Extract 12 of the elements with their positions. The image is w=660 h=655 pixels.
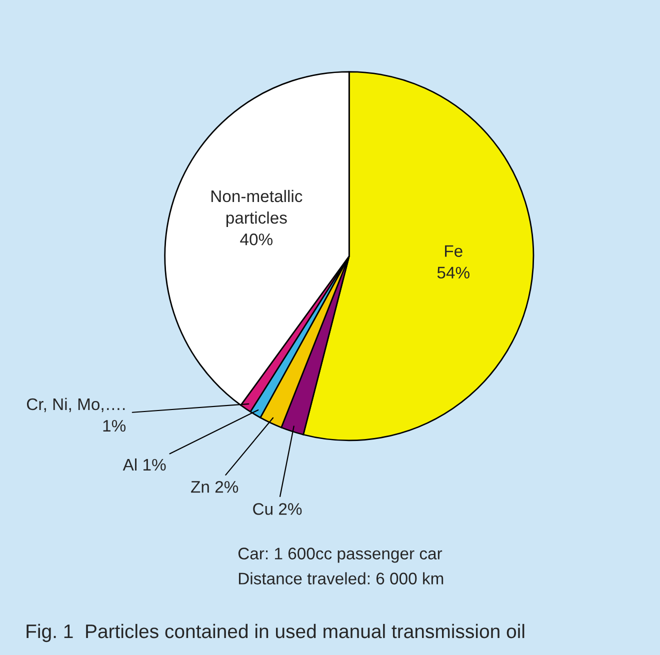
slice-label: Cu 2% — [253, 503, 302, 515]
slice-label: Cr, Ni, Mo,…. — [26, 398, 125, 412]
text: Fig. 1 Particles contained in used manual transmission oil — [26, 624, 524, 642]
slice-label: Al 1% — [122, 458, 166, 471]
data-label: 1% — [103, 420, 126, 432]
slice-label: Non-metallic particles — [211, 190, 302, 228]
data-label: 54% — [437, 266, 470, 279]
data-label: 40% — [240, 234, 273, 246]
text: Car: 1 600cc passenger car — [238, 548, 442, 563]
text: Distance traveled: 6 000 km — [238, 572, 444, 584]
slice-label: Fe — [445, 245, 462, 257]
slice-label: Zn 2% — [191, 480, 238, 493]
